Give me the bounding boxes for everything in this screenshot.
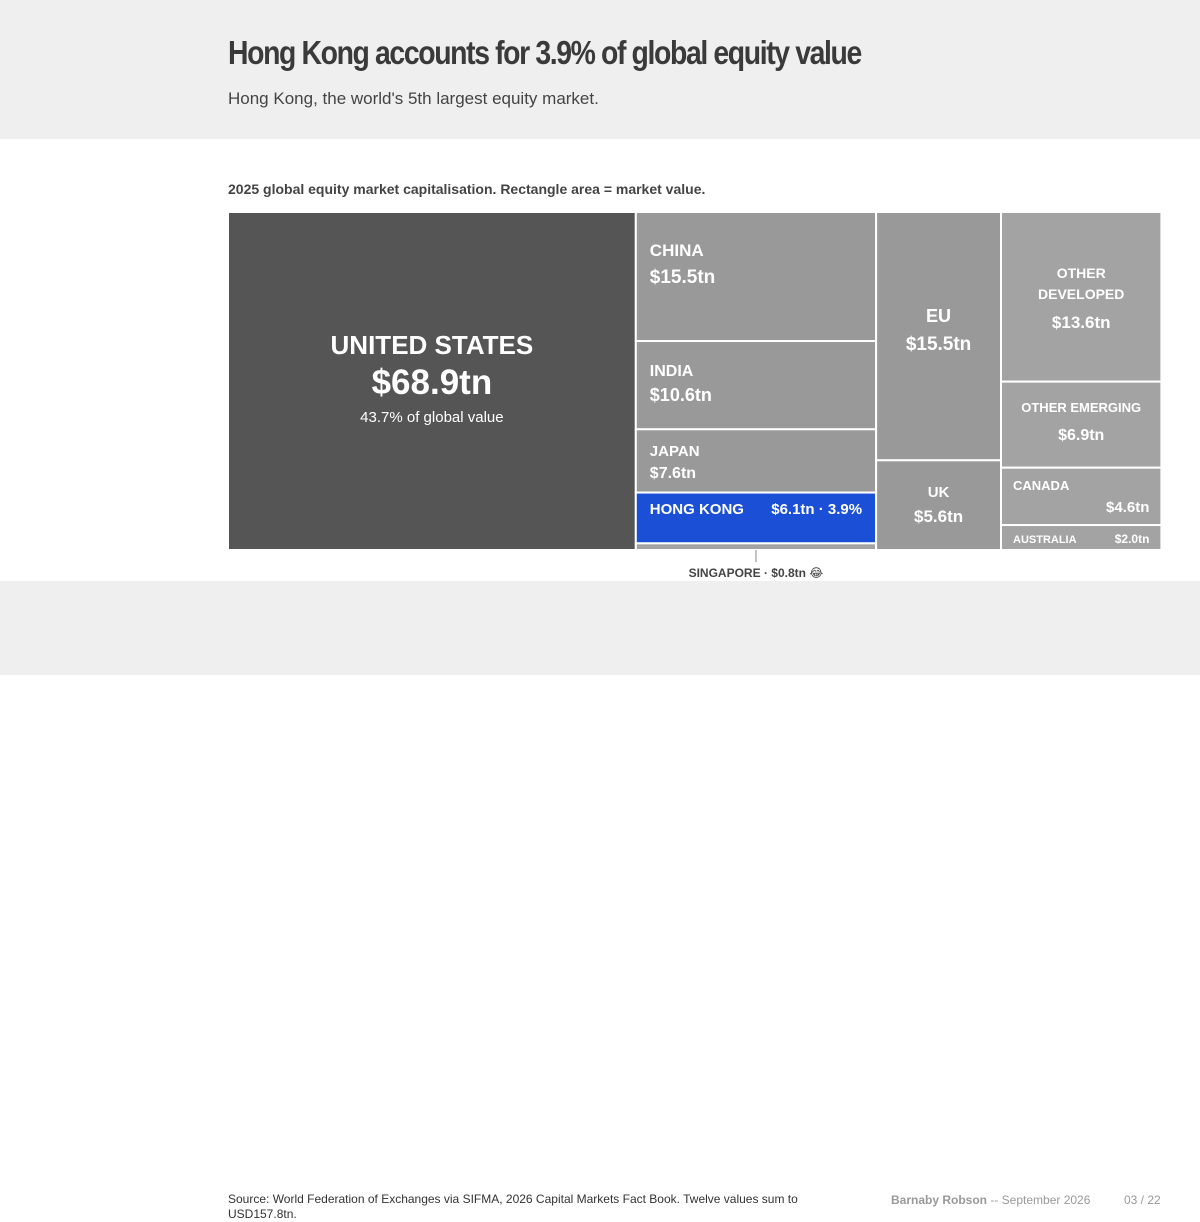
other-developed-label-line1: OTHER xyxy=(1057,265,1106,281)
uk-label: UK xyxy=(928,484,950,501)
canada-label: CANADA xyxy=(1013,478,1070,493)
singapore-tile xyxy=(634,542,878,552)
other-emerging-tile xyxy=(1000,380,1163,469)
eu-value: $15.5tn xyxy=(906,334,971,355)
hong-kong-label: HONG KONG xyxy=(650,501,744,518)
chart-title: 2025 global equity market capitalisation… xyxy=(228,181,706,197)
us-note: 43.7% of global value xyxy=(360,409,503,426)
eu-tile xyxy=(875,211,1003,462)
other-developed-value: $13.6tn xyxy=(1052,313,1111,332)
author-credit: Barnaby Robson -- September 2026 xyxy=(891,1193,1090,1207)
india-tile xyxy=(634,340,878,431)
china-value: $15.5tn xyxy=(650,267,715,288)
footer-band: Source: World Federation of Exchanges vi… xyxy=(0,581,1200,1221)
china-tile xyxy=(634,211,878,343)
header-band: Hong Kong accounts for 3.9% of global eq… xyxy=(0,0,1200,139)
other-emerging-label: OTHER EMERGING xyxy=(1021,400,1141,415)
india-value: $10.6tn xyxy=(650,385,712,405)
hong-kong-tile xyxy=(634,491,878,545)
canada-value: $4.6tn xyxy=(1106,499,1149,516)
author-name: Barnaby Robson xyxy=(891,1193,988,1207)
hong-kong-value: $6.1tn · 3.9% xyxy=(771,501,862,518)
uk-tile xyxy=(875,459,1003,552)
other-developed-tile xyxy=(1000,211,1163,383)
other-emerging-value: $6.9tn xyxy=(1058,427,1104,444)
singapore-callout: SINGAPORE · $0.8tn 😂 xyxy=(689,566,824,580)
page-title: Hong Kong accounts for 3.9% of global eq… xyxy=(228,34,862,71)
uk-value: $5.6tn xyxy=(914,507,963,526)
australia-tile xyxy=(1000,524,1163,552)
other-developed-label-line2: DEVELOPED xyxy=(1038,286,1124,302)
source-note: Source: World Federation of Exchanges vi… xyxy=(228,1192,798,1221)
australia-label: AUSTRALIA xyxy=(1013,534,1077,546)
page-number: 03 / 22 xyxy=(1124,1193,1161,1207)
us-label: UNITED STATES xyxy=(331,330,534,360)
us-value: $68.9tn xyxy=(372,363,493,402)
us-tile xyxy=(227,211,637,551)
china-label: CHINA xyxy=(650,241,704,260)
eu-label: EU xyxy=(926,306,951,326)
australia-value: $2.0tn xyxy=(1115,532,1150,546)
japan-tile xyxy=(634,428,878,494)
author-date: -- September 2026 xyxy=(987,1193,1091,1207)
page-subtitle: Hong Kong, the world's 5th largest equit… xyxy=(228,89,599,108)
india-label: INDIA xyxy=(650,363,694,380)
japan-value: $7.6tn xyxy=(650,465,696,482)
canada-tile xyxy=(1000,466,1163,527)
japan-label: JAPAN xyxy=(650,443,700,460)
